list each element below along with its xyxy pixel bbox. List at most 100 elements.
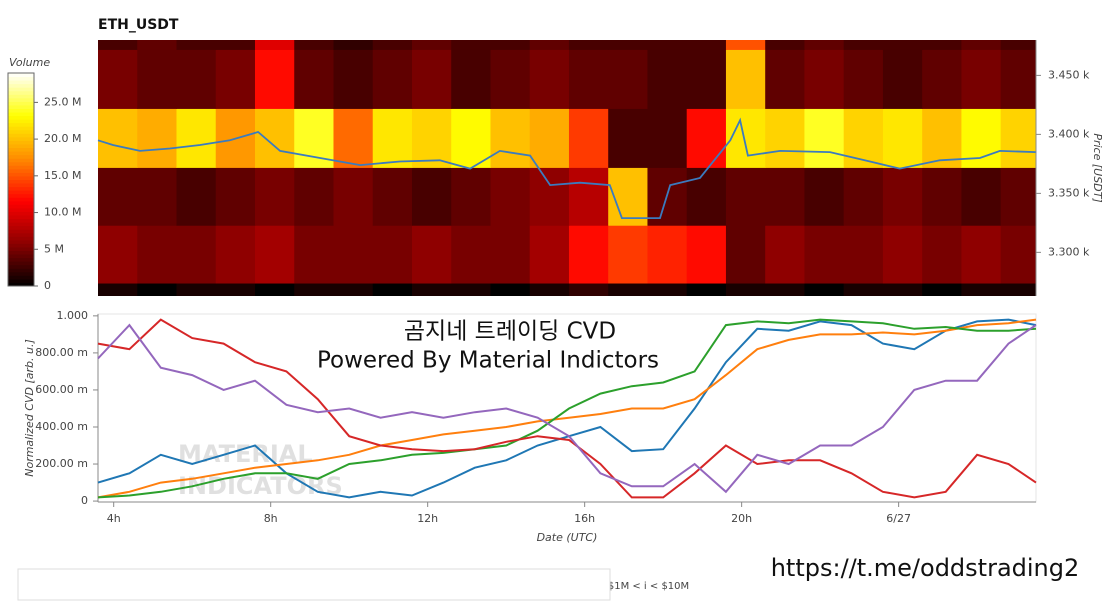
colorbar-segment <box>8 97 34 102</box>
heat-cell <box>294 108 334 168</box>
heat-cell <box>372 40 413 50</box>
heat-cell <box>725 225 766 284</box>
colorbar-segment <box>8 278 34 283</box>
cvd-line <box>97 323 1037 494</box>
heat-cell <box>568 167 609 226</box>
colorbar-segment <box>8 268 34 273</box>
heat-cell <box>254 283 295 296</box>
heat-cell <box>372 283 413 296</box>
heat-cell <box>333 167 374 226</box>
colorbar-segment <box>8 254 34 259</box>
price-line <box>97 117 1037 219</box>
heat-cell <box>333 49 374 109</box>
heat-cell <box>843 225 884 284</box>
heat-cell <box>451 40 491 50</box>
heat-cell <box>961 225 1002 284</box>
heat-cell <box>686 40 727 50</box>
heat-cell <box>882 283 923 296</box>
colorbar-segment <box>8 225 34 230</box>
heat-cell <box>137 49 177 109</box>
cvd-line <box>97 318 1037 499</box>
heat-cell <box>451 167 491 226</box>
colorbar-segment <box>8 246 34 251</box>
watermark-title: 곰지네 트레이딩 CVD <box>404 319 616 345</box>
colorbar-segment <box>8 232 34 237</box>
colorbar-segment <box>8 215 34 220</box>
y-tick-label: 200.00 m <box>35 457 88 470</box>
colorbar-segment <box>8 264 34 269</box>
colorbar-segment <box>8 144 34 149</box>
heat-cell <box>411 167 452 226</box>
y-tick-label: 400.00 m <box>35 420 88 433</box>
colorbar-segment <box>8 151 34 156</box>
heat-cell <box>411 225 452 284</box>
heat-cell <box>490 49 531 109</box>
colorbar-tick-label: 20.0 M <box>44 132 81 145</box>
heat-cell <box>411 40 452 50</box>
heat-cell <box>922 283 962 296</box>
heat-cell <box>411 49 452 109</box>
colorbar-segment <box>8 104 34 109</box>
watermark-subtitle: Powered By Material Indictors <box>317 348 659 374</box>
heat-cell <box>882 225 923 284</box>
heat-cell <box>1000 40 1036 50</box>
colorbar-segment <box>8 87 34 92</box>
heat-cell <box>176 49 217 109</box>
heat-cell <box>137 108 177 168</box>
colorbar-segment <box>8 83 34 88</box>
colorbar-segment <box>8 211 34 216</box>
x-tick-label: 20h <box>731 512 752 525</box>
heat-cell <box>372 225 413 284</box>
heat-cell <box>804 40 845 50</box>
colorbar-frame <box>7 72 35 287</box>
heat-cell <box>804 167 845 226</box>
heat-cell <box>137 283 177 296</box>
colorbar-segment <box>8 73 34 78</box>
heat-cell <box>294 49 334 109</box>
colorbar-segment <box>8 239 34 244</box>
x-axis-label: Date (UTC) <box>537 531 598 544</box>
heat-cell <box>1000 167 1036 226</box>
heat-cell <box>137 40 177 50</box>
colorbar-segment <box>8 101 34 106</box>
heat-cell <box>608 40 648 50</box>
heat-cell <box>961 49 1002 109</box>
heat-cell <box>1000 283 1036 296</box>
heat-cell <box>686 108 727 168</box>
heat-cell <box>254 49 295 109</box>
heat-cell <box>765 225 805 284</box>
colorbar-segment <box>8 161 34 166</box>
heat-cell <box>882 167 923 226</box>
heat-cell <box>451 283 491 296</box>
heat-cell <box>686 283 727 296</box>
colorbar-tick-label: 5 M <box>44 242 64 255</box>
heat-cell <box>922 225 962 284</box>
colorbar-segment <box>8 190 34 195</box>
heat-cell <box>176 108 217 168</box>
colorbar-segment <box>8 197 34 202</box>
heat-cell <box>725 167 766 226</box>
colorbar-segment <box>8 129 34 134</box>
colorbar-tick-label: 10.0 M <box>44 206 81 219</box>
heat-cell <box>294 167 334 226</box>
heat-cell <box>411 283 452 296</box>
heat-cell <box>804 225 845 284</box>
colorbar-segment <box>8 218 34 223</box>
heat-cell <box>922 108 962 168</box>
colorbar-segment <box>8 133 34 138</box>
heat-cell <box>333 283 374 296</box>
heat-cell <box>843 283 884 296</box>
heat-cell <box>490 283 531 296</box>
heat-cell <box>843 40 884 50</box>
heat-cell <box>490 167 531 226</box>
colorbar-segment <box>8 243 34 248</box>
heat-cell <box>529 167 570 226</box>
heat-cell <box>490 40 531 50</box>
colorbar-segment <box>8 200 34 205</box>
link[interactable]: https://t.me/oddstrading2 <box>771 554 1080 582</box>
colorbar-segment <box>8 80 34 85</box>
y-tick-label: 600.00 m <box>35 383 88 396</box>
heat-cell <box>254 108 295 168</box>
heat-cell <box>254 40 295 50</box>
